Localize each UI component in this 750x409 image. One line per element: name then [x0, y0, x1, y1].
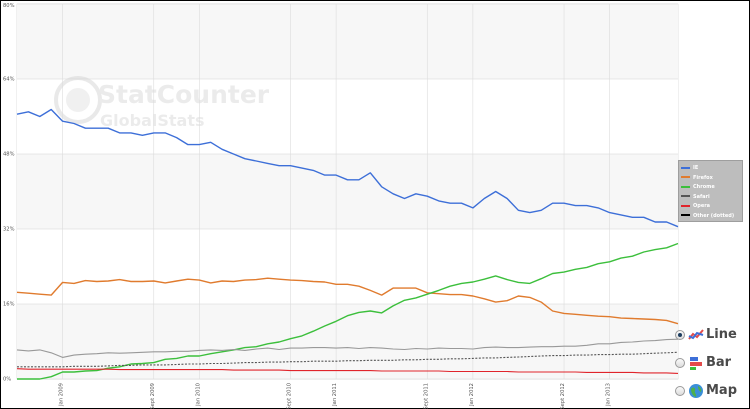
x-tick-label: Jan 2011 [332, 383, 338, 407]
y-tick-label: 48% [3, 152, 15, 158]
legend-item[interactable]: Safari [681, 193, 710, 202]
bar-chart-icon [690, 357, 702, 370]
watermark-subtitle: GlobalStats [100, 111, 204, 130]
legend-label: Other (dotted) [693, 212, 735, 219]
series-line-other-dotted [16, 338, 679, 358]
legend-label: Firefox [693, 174, 713, 181]
line-chart-icon [688, 329, 704, 340]
legend-label: Opera [693, 203, 711, 209]
y-tick-label: 0% [3, 377, 11, 383]
legend-swatch [681, 185, 690, 188]
legend: IE Firefox Chrome Safari Opera Other (dotted) [678, 160, 743, 222]
legend-swatch [681, 195, 690, 197]
plot-background [16, 3, 679, 380]
globe-icon [689, 384, 703, 398]
y-tick-label: 16% [3, 302, 15, 308]
line-radio[interactable] [675, 330, 685, 340]
x-tick-label: Jan 2012 [469, 383, 475, 407]
series-line-opera [16, 368, 679, 374]
legend-item[interactable]: Other (dotted) [681, 212, 734, 221]
legend-item[interactable]: Chrome [681, 183, 715, 192]
x-tick-label: Jan 2010 [195, 383, 201, 407]
x-tick-label: Sept 2012 [560, 383, 566, 409]
statcounter-watermark: StatCounter GlobalStats [54, 76, 270, 130]
x-tick-label: Jan 2009 [59, 383, 65, 407]
view-option-line[interactable]: Line [672, 326, 748, 346]
series-line-firefox [16, 277, 679, 325]
series-line-safari [17, 351, 679, 368]
legend-item[interactable]: Opera [681, 202, 710, 211]
map-radio[interactable] [675, 386, 685, 396]
legend-item[interactable]: Firefox [681, 174, 713, 183]
view-option-bar-label: Bar [706, 355, 732, 370]
legend-swatch [681, 176, 690, 178]
view-option-map[interactable]: Map [672, 382, 748, 402]
x-tick-label: Sept 2011 [423, 383, 429, 409]
legend-swatch [681, 166, 690, 169]
legend-label: IE [693, 165, 699, 171]
legend-label: Chrome [693, 184, 715, 190]
x-tick-label: Sept 2010 [287, 383, 293, 409]
series-line-ie [16, 108, 679, 228]
y-tick-label: 32% [3, 227, 15, 233]
legend-swatch [681, 204, 690, 207]
x-tick-label: Jan 2013 [606, 383, 612, 407]
series-lines [16, 108, 679, 380]
view-option-map-label: Map [706, 383, 738, 398]
view-option-line-label: Line [706, 327, 737, 342]
legend-item[interactable]: IE [681, 164, 698, 173]
x-tick-label: Sept 2009 [150, 383, 156, 409]
legend-label: Safari [693, 193, 710, 200]
watermark-title: StatCounter [98, 80, 270, 109]
y-tick-label: 64% [3, 77, 15, 83]
bar-radio[interactable] [675, 358, 685, 368]
y-tick-label: 80% [3, 3, 15, 9]
view-option-bar[interactable]: Bar [672, 354, 748, 374]
legend-swatch [681, 214, 690, 216]
